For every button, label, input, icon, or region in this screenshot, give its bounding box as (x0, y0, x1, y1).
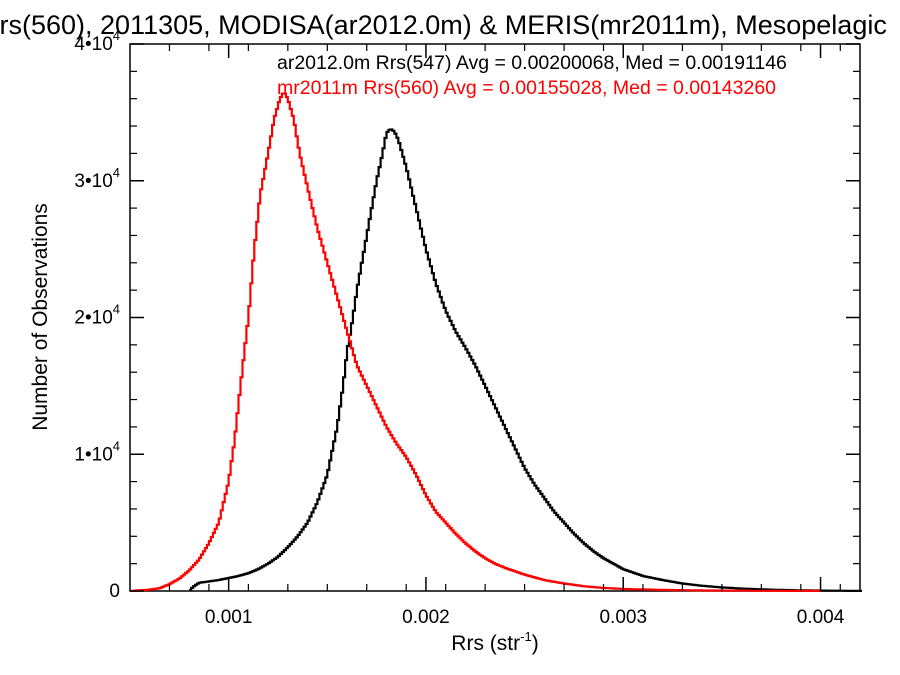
x-tick-labels: 0.001 0.002 0.003 0.004 (205, 607, 845, 628)
x-tick-label: 0.001 (205, 607, 253, 628)
series-line-2 (130, 92, 821, 592)
y-tick-label: 4•104 (74, 28, 120, 55)
chart-title: Rrs(560), 2011305, MODISA(ar2012.0m) & M… (0, 10, 887, 40)
x-tick-label: 0.002 (402, 607, 450, 628)
y-tick-label: 2•104 (74, 302, 120, 329)
x-tick-label: 0.003 (599, 607, 647, 628)
y-tick-labels: 0 1•104 2•104 3•104 4•104 (74, 28, 120, 602)
axis-ticks (130, 43, 860, 592)
legend-entry-2: mr2011m Rrs(560) Avg = 0.00155028, Med =… (277, 77, 776, 99)
series-curves (130, 92, 862, 592)
y-tick-label: 0 (109, 581, 120, 602)
legend-entry-1: ar2012.0m Rrs(547) Avg = 0.00200068, Med… (277, 52, 787, 74)
legend: ar2012.0m Rrs(547) Avg = 0.00200068, Med… (277, 52, 787, 99)
x-axis-label: Rrs (str-1) (451, 629, 538, 655)
y-tick-label: 3•104 (74, 165, 120, 192)
y-tick-label: 1•104 (74, 438, 120, 465)
y-axis-label: Number of Observations (29, 203, 52, 431)
x-tick-label: 0.004 (797, 607, 845, 628)
plot-frame (129, 43, 861, 592)
series-line-1 (189, 128, 862, 592)
